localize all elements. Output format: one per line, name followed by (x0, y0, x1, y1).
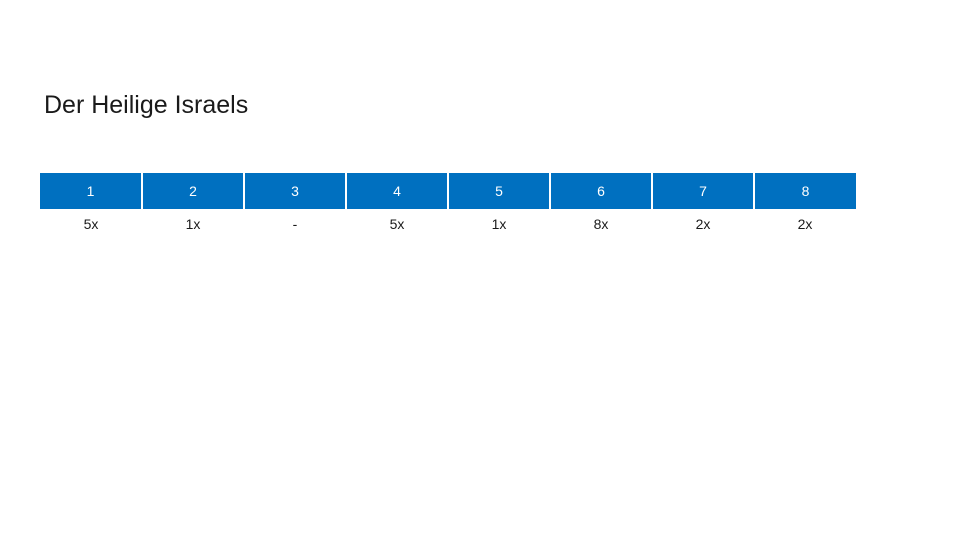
header-cell-7: 7 (651, 173, 754, 209)
header-cell-4: 4 (345, 173, 448, 209)
header-cell-5: 5 (447, 173, 550, 209)
header-cell-6: 6 (549, 173, 652, 209)
slide-title: Der Heilige Israels (44, 91, 249, 119)
value-cell-3: - (292, 216, 298, 232)
value-cell-2: 1x (185, 216, 201, 232)
header-cell-3: 3 (243, 173, 346, 209)
value-cell-8: 2x (797, 216, 813, 232)
table-header-row: 1 2 3 4 5 6 7 8 (40, 173, 856, 209)
table-row: 5x 1x - 5x 1x 8x 2x 2x (40, 209, 856, 239)
value-cell-4: 5x (389, 216, 405, 232)
value-cell-6: 8x (593, 216, 609, 232)
value-cell-5: 1x (491, 216, 507, 232)
count-table: 1 2 3 4 5 6 7 8 5x 1x - 5x 1x 8x 2x 2x (40, 173, 856, 239)
header-cell-1: 1 (40, 173, 142, 209)
value-cell-7: 2x (695, 216, 711, 232)
header-cell-8: 8 (753, 173, 856, 209)
value-cell-1: 5x (83, 216, 99, 232)
header-cell-2: 2 (141, 173, 244, 209)
